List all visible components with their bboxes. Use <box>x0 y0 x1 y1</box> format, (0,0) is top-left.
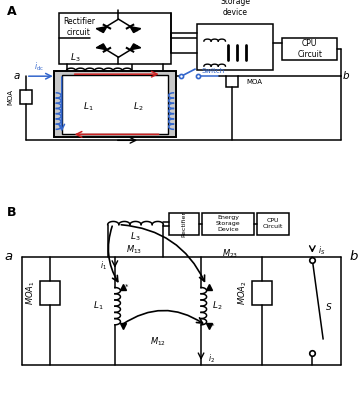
Bar <box>202 213 254 235</box>
Text: Energy
Storage
device: Energy Storage device <box>220 0 250 17</box>
Text: $MOA_1$: $MOA_1$ <box>24 280 37 305</box>
Text: $i_1$: $i_1$ <box>100 260 107 272</box>
Text: $S$: $S$ <box>325 301 332 312</box>
Text: $L_1$: $L_1$ <box>93 300 104 312</box>
Text: B: B <box>7 205 17 219</box>
Text: Rectifier: Rectifier <box>182 211 186 237</box>
Text: $L_3$: $L_3$ <box>130 231 141 243</box>
Text: $L_2$: $L_2$ <box>133 100 144 113</box>
Text: CPU
Circuit: CPU Circuit <box>297 39 322 59</box>
Text: $M_{23}$: $M_{23}$ <box>222 248 238 260</box>
Polygon shape <box>130 26 141 32</box>
Bar <box>197 24 273 70</box>
Text: $L_1$: $L_1$ <box>83 100 93 113</box>
Bar <box>40 281 60 305</box>
Text: Rectifier
circuit: Rectifier circuit <box>63 17 95 37</box>
Text: $M_{12}$: $M_{12}$ <box>150 336 166 348</box>
Bar <box>169 213 199 235</box>
Text: CPU
Circuit: CPU Circuit <box>263 218 283 229</box>
Bar <box>20 90 32 104</box>
Text: *: * <box>125 284 128 290</box>
Text: Energy
Storage
Device: Energy Storage Device <box>216 215 241 232</box>
Text: b: b <box>349 250 358 263</box>
Text: a: a <box>13 71 20 81</box>
Text: $MOA_2$: $MOA_2$ <box>236 280 248 305</box>
Text: $i_2$: $i_2$ <box>208 352 215 365</box>
Bar <box>62 75 168 134</box>
Text: $L_3$: $L_3$ <box>70 51 81 63</box>
Bar <box>257 213 289 235</box>
Bar <box>59 13 171 64</box>
Text: $M_{13}$: $M_{13}$ <box>126 244 143 256</box>
Text: Switch: Switch <box>201 68 224 74</box>
Text: $i_{\rm dc}$: $i_{\rm dc}$ <box>34 60 45 73</box>
Text: MOA: MOA <box>8 89 14 105</box>
Text: MOA: MOA <box>246 79 262 85</box>
Bar <box>54 71 176 137</box>
Polygon shape <box>130 44 141 50</box>
Bar <box>226 76 238 87</box>
Polygon shape <box>96 26 107 32</box>
Text: b: b <box>343 71 349 81</box>
Text: $i_S$: $i_S$ <box>318 245 325 257</box>
Text: *: * <box>211 323 214 329</box>
Text: A: A <box>7 5 17 18</box>
Polygon shape <box>96 44 107 50</box>
Bar <box>252 281 272 305</box>
Text: a: a <box>5 250 13 263</box>
Bar <box>282 38 337 60</box>
Text: $L_2$: $L_2$ <box>212 300 223 312</box>
